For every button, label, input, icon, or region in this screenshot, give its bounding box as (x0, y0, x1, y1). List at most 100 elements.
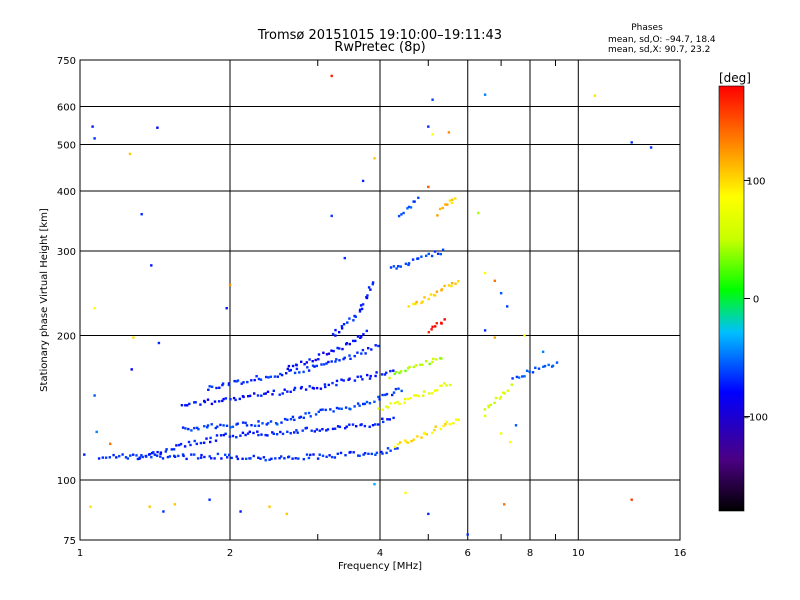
data-point (424, 360, 428, 363)
data-point (155, 454, 159, 457)
data-point (289, 418, 293, 421)
data-point (108, 456, 111, 459)
data-point (352, 451, 355, 454)
y-tick-label: 500 (57, 141, 76, 152)
data-point (208, 455, 211, 458)
data-point (399, 265, 402, 268)
data-point (235, 455, 238, 458)
data-point (225, 307, 228, 310)
data-point (338, 347, 341, 350)
data-point (443, 284, 446, 288)
data-point (377, 395, 380, 399)
data-point (287, 455, 291, 458)
data-point (378, 398, 381, 401)
data-point (411, 258, 415, 261)
data-point (267, 376, 270, 379)
data-point (427, 125, 430, 128)
data-point (179, 442, 183, 446)
data-point (498, 397, 502, 400)
data-point (274, 422, 278, 425)
data-point (321, 408, 324, 411)
data-point (440, 322, 443, 325)
colorbar (718, 85, 745, 512)
data-point (412, 302, 415, 306)
data-point (375, 371, 378, 374)
data-point (331, 427, 335, 431)
data-point (362, 453, 365, 456)
data-point (228, 453, 231, 457)
data-point (332, 349, 335, 353)
data-point (228, 283, 232, 287)
data-point (234, 398, 237, 402)
data-point (421, 300, 424, 303)
data-point (215, 386, 218, 390)
data-point (356, 375, 359, 378)
data-point (256, 430, 259, 433)
data-point (221, 382, 225, 385)
data-point (374, 344, 377, 347)
data-point (368, 425, 371, 428)
data-point (414, 302, 417, 306)
data-point (444, 423, 447, 426)
data-point (454, 418, 458, 421)
data-point (253, 378, 256, 382)
data-point (304, 412, 307, 415)
data-point (289, 432, 292, 435)
y-tick-label: 400 (57, 187, 76, 198)
data-point (162, 510, 165, 513)
data-point (331, 381, 334, 385)
data-point (493, 401, 496, 405)
data-point (245, 457, 248, 460)
data-point (164, 450, 167, 453)
data-point (450, 282, 454, 285)
data-point (227, 382, 231, 385)
data-point (452, 422, 455, 425)
data-point (348, 317, 351, 320)
data-point (487, 406, 490, 409)
data-point (483, 408, 487, 411)
data-point (397, 214, 401, 218)
data-point (389, 402, 392, 405)
data-point (389, 266, 393, 269)
data-point (221, 383, 224, 387)
data-point (93, 137, 96, 140)
data-point (433, 294, 437, 297)
data-point (197, 428, 200, 431)
x-tick-label: 10 (572, 548, 585, 559)
data-point (335, 383, 338, 387)
data-point (193, 426, 196, 430)
data-point (393, 445, 397, 449)
data-point (173, 503, 176, 506)
data-point (200, 453, 203, 457)
data-point (433, 389, 437, 392)
data-point (542, 365, 545, 368)
data-point (342, 379, 345, 382)
data-point (224, 453, 227, 456)
data-point (358, 308, 362, 311)
data-point (235, 380, 238, 383)
data-point (244, 433, 247, 437)
data-point (423, 431, 426, 434)
data-point (253, 424, 257, 427)
data-point (404, 262, 408, 265)
data-point (420, 301, 423, 305)
x-tick-label: 2 (227, 548, 233, 559)
data-point (425, 254, 428, 257)
data-point (400, 213, 403, 216)
data-point (136, 457, 140, 461)
data-point (207, 388, 210, 391)
data-point (322, 351, 325, 354)
colorbar-label: [deg] (719, 71, 751, 85)
data-point (327, 360, 330, 364)
data-point (209, 436, 212, 440)
data-point (483, 271, 487, 275)
data-point (340, 325, 344, 328)
data-point (293, 386, 297, 390)
data-point (322, 363, 326, 366)
data-point (279, 372, 282, 376)
data-point (430, 254, 434, 258)
data-point (392, 265, 396, 268)
data-point (502, 391, 505, 394)
data-point (330, 349, 333, 352)
data-point (219, 434, 223, 437)
